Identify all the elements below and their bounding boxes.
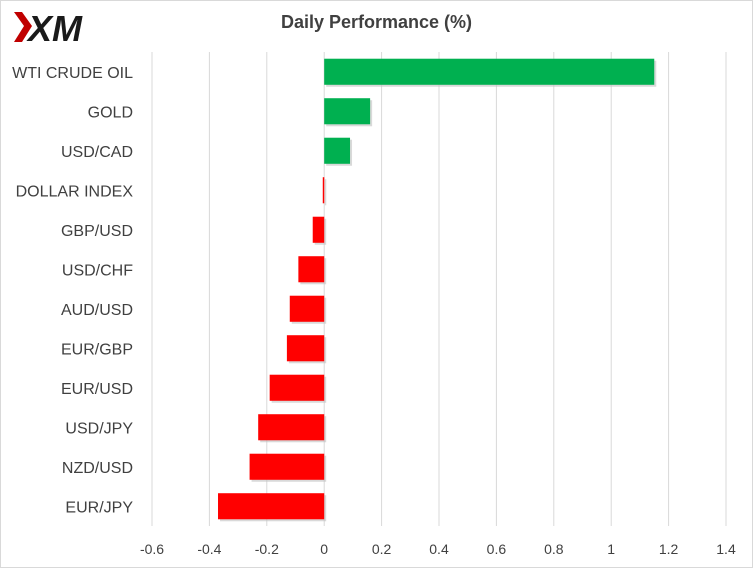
category-labels: WTI CRUDE OIL GOLD USD/CAD DOLLAR INDEX GBP/… xyxy=(12,65,133,517)
bar xyxy=(322,177,325,204)
bar xyxy=(312,216,325,243)
category-label: GBP/USD xyxy=(61,223,133,240)
x-tick-label: -0.4 xyxy=(197,541,221,557)
x-tick-label: 0.6 xyxy=(487,541,507,557)
category-label: DOLLAR INDEX xyxy=(16,183,134,200)
bar xyxy=(258,414,325,441)
bar xyxy=(289,295,325,322)
x-tick-label: -0.6 xyxy=(140,541,164,557)
category-label: USD/JPY xyxy=(65,420,133,437)
bar xyxy=(298,256,325,283)
category-label: WTI CRUDE OIL xyxy=(12,65,133,82)
gridlines xyxy=(151,52,727,526)
chart-title: Daily Performance (%) xyxy=(280,12,473,32)
bar xyxy=(324,137,351,164)
bar xyxy=(269,374,325,401)
category-label: EUR/JPY xyxy=(65,499,133,516)
category-label: AUD/USD xyxy=(61,302,133,319)
bars xyxy=(218,58,657,522)
category-label: EUR/USD xyxy=(61,381,133,398)
category-label: USD/CHF xyxy=(62,262,133,279)
category-label: NZD/USD xyxy=(62,460,133,477)
bar xyxy=(249,453,325,480)
bar xyxy=(324,58,655,85)
x-tick-label: 1 xyxy=(607,541,615,557)
x-tick-label: 0.4 xyxy=(429,541,449,557)
xm-logo: XM xyxy=(14,8,83,48)
category-label: EUR/GBP xyxy=(61,341,133,358)
bar-shadow xyxy=(324,179,327,206)
bar xyxy=(324,98,371,125)
x-tick-label: -0.2 xyxy=(255,541,279,557)
x-tick-label: 1.4 xyxy=(716,541,736,557)
x-tick-label: 0.2 xyxy=(372,541,392,557)
x-tick-label: 0.8 xyxy=(544,541,564,557)
x-tick-label: 1.2 xyxy=(659,541,679,557)
x-tick-label: 0 xyxy=(320,541,328,557)
x-tick-labels: -0.6 -0.4 -0.2 0 0.2 0.4 0.6 0.8 1 1.2 1.4 xyxy=(140,541,736,557)
svg-text:XM: XM xyxy=(26,8,83,48)
category-label: GOLD xyxy=(88,104,133,121)
category-label: USD/CAD xyxy=(61,144,133,161)
bar xyxy=(218,493,325,520)
bar xyxy=(286,335,325,362)
